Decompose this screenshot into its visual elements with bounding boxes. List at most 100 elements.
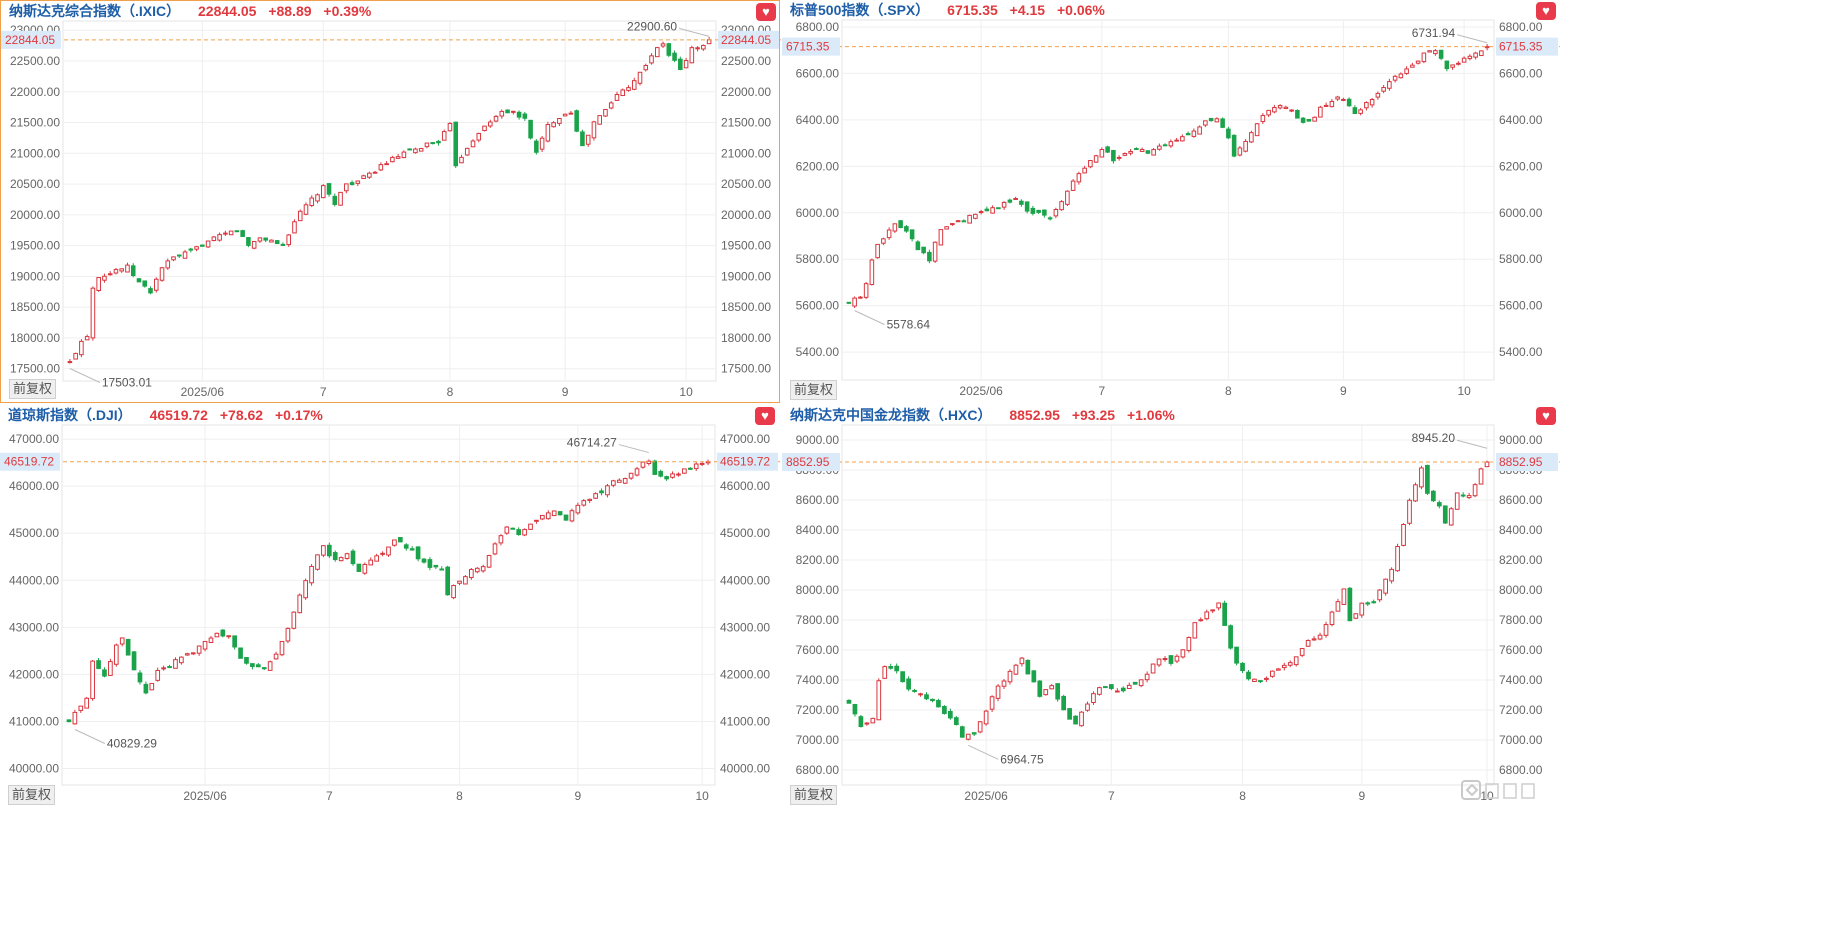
adjust-mode-button[interactable]: 前复权 [9,379,57,399]
candle-up [1043,689,1049,696]
index-name[interactable]: 道琼斯指数（.DJI） [8,407,132,423]
candle-up [269,239,274,243]
favorite-heart-icon[interactable]: ♥ [755,407,775,425]
candle-up [321,545,326,556]
candle-down [959,726,965,738]
candlestick-chart[interactable]: 17500.00 17500.00 18000.00 18000.00 18500.00… [1,1,781,404]
candle-down [1460,494,1466,497]
candle-up [1266,109,1271,116]
candle-up [1353,613,1359,619]
candle-up [1243,140,1248,152]
candle-down [516,111,522,118]
candle-down [220,629,226,637]
y-tick-label-right: 40000.00 [720,762,770,776]
candle-down [326,183,332,195]
candle-down [1295,109,1300,119]
candle-up [1174,655,1180,662]
candle-down [1007,199,1013,203]
candle-up [228,230,234,236]
candle-up [1138,679,1144,687]
favorite-heart-icon[interactable]: ♥ [1536,2,1556,20]
candle-up [1210,609,1216,612]
min-value-label: 40829.29 [107,737,157,751]
candle-up [1289,109,1294,112]
candle-up [938,229,944,246]
price-tag-right: 8852.95 [1499,455,1543,469]
price-tag-left: 8852.95 [786,455,830,469]
candle-down [445,566,451,596]
candle-down [971,732,977,735]
candle-up [1433,50,1438,55]
candlestick-chart[interactable]: 5400.00 5400.00 5600.00 5600.00 5800.00 5800.… [782,0,1560,403]
candle-up [1186,637,1192,652]
x-tick-label: 7 [320,385,327,399]
candle-down [130,265,136,277]
y-tick-label-right: 6000.00 [1499,206,1543,220]
candle-up [108,661,113,676]
candle-up [1254,123,1260,137]
candle-down [912,689,917,692]
y-tick-label-right: 20000.00 [721,208,771,222]
chart-panel-dji[interactable]: 道琼斯指数（.DJI） 46519.72 +78.62 +0.17% ♥ 400… [0,405,780,808]
candlestick-chart[interactable]: 6800.00 6800.00 7000.00 7000.00 7200.00 7200.… [782,405,1560,808]
index-name[interactable]: 标普500指数（.SPX） [790,2,930,18]
candlestick-chart[interactable]: 40000.00 40000.00 41000.00 41000.00 42000.00… [0,405,780,808]
candle-up [1305,640,1311,647]
y-tick-label-left: 8200.00 [796,553,840,567]
chart-panel-spx[interactable]: 标普500指数（.SPX） 6715.35 +4.15 +0.06% ♥ 540… [782,0,1560,403]
y-tick-label-right: 47000.00 [720,432,770,446]
candle-down [900,671,905,683]
candle-up [267,661,273,671]
brand-watermark-logo [1460,778,1550,804]
y-tick-label-right: 7800.00 [1499,613,1543,627]
x-tick-label: 9 [1340,384,1347,398]
y-tick-label-right: 6800.00 [1499,20,1543,34]
candle-down [167,666,172,669]
favorite-heart-icon[interactable]: ♥ [1536,407,1556,425]
index-name[interactable]: 纳斯达克中国金龙指数（.HXC） [790,407,992,423]
y-tick-label-left: 20500.00 [10,177,60,191]
candle-up [1472,484,1478,497]
chart-panel-hxc[interactable]: 纳斯达克中国金龙指数（.HXC） 8852.95 +93.25 +1.06% ♥… [782,405,1560,808]
candle-down [1061,695,1066,711]
adjust-mode-button[interactable]: 前复权 [790,785,838,805]
candle-down [1365,602,1371,605]
adjust-mode-button[interactable]: 前复权 [790,380,838,400]
candle-up [480,566,486,572]
candle-down [1438,49,1444,59]
candle-up [102,275,107,281]
y-tick-label-left: 41000.00 [9,714,59,728]
min-leader-line [854,310,885,326]
candle-up [587,498,593,501]
favorite-heart-icon[interactable]: ♥ [756,3,776,21]
max-value-label: 46714.27 [567,436,617,450]
candle-up [950,223,955,226]
candle-up [184,653,190,656]
index-name[interactable]: 纳斯达克综合指数（.IXIC） [9,3,181,19]
adjust-mode-button[interactable]: 前复权 [8,785,56,805]
candle-up [944,226,949,230]
candle-up [155,669,161,681]
candle-down [898,220,903,229]
candle-up [1484,461,1490,468]
candle-up [1454,492,1460,510]
candle-down [528,119,533,139]
max-leader-line [1456,439,1488,449]
plot-area [841,19,1495,381]
candle-up [107,273,113,276]
y-tick-label-left: 22000.00 [10,85,60,99]
candle-up [1203,120,1208,126]
candle-down [1425,464,1430,494]
chart-panel-ixic[interactable]: 纳斯达克综合指数（.IXIC） 22844.05 +88.89 +0.39% ♥… [0,0,781,404]
candle-down [666,43,672,56]
candle-down [927,251,932,262]
y-tick-label-right: 42000.00 [720,667,770,681]
candle-down [136,278,142,283]
candle-up [973,213,978,219]
candle-down [421,558,427,563]
candle-down [846,699,852,704]
candle-down [232,635,237,648]
candle-up [1311,638,1317,641]
y-tick-label-right: 5400.00 [1499,345,1543,359]
candle-down [433,564,439,568]
